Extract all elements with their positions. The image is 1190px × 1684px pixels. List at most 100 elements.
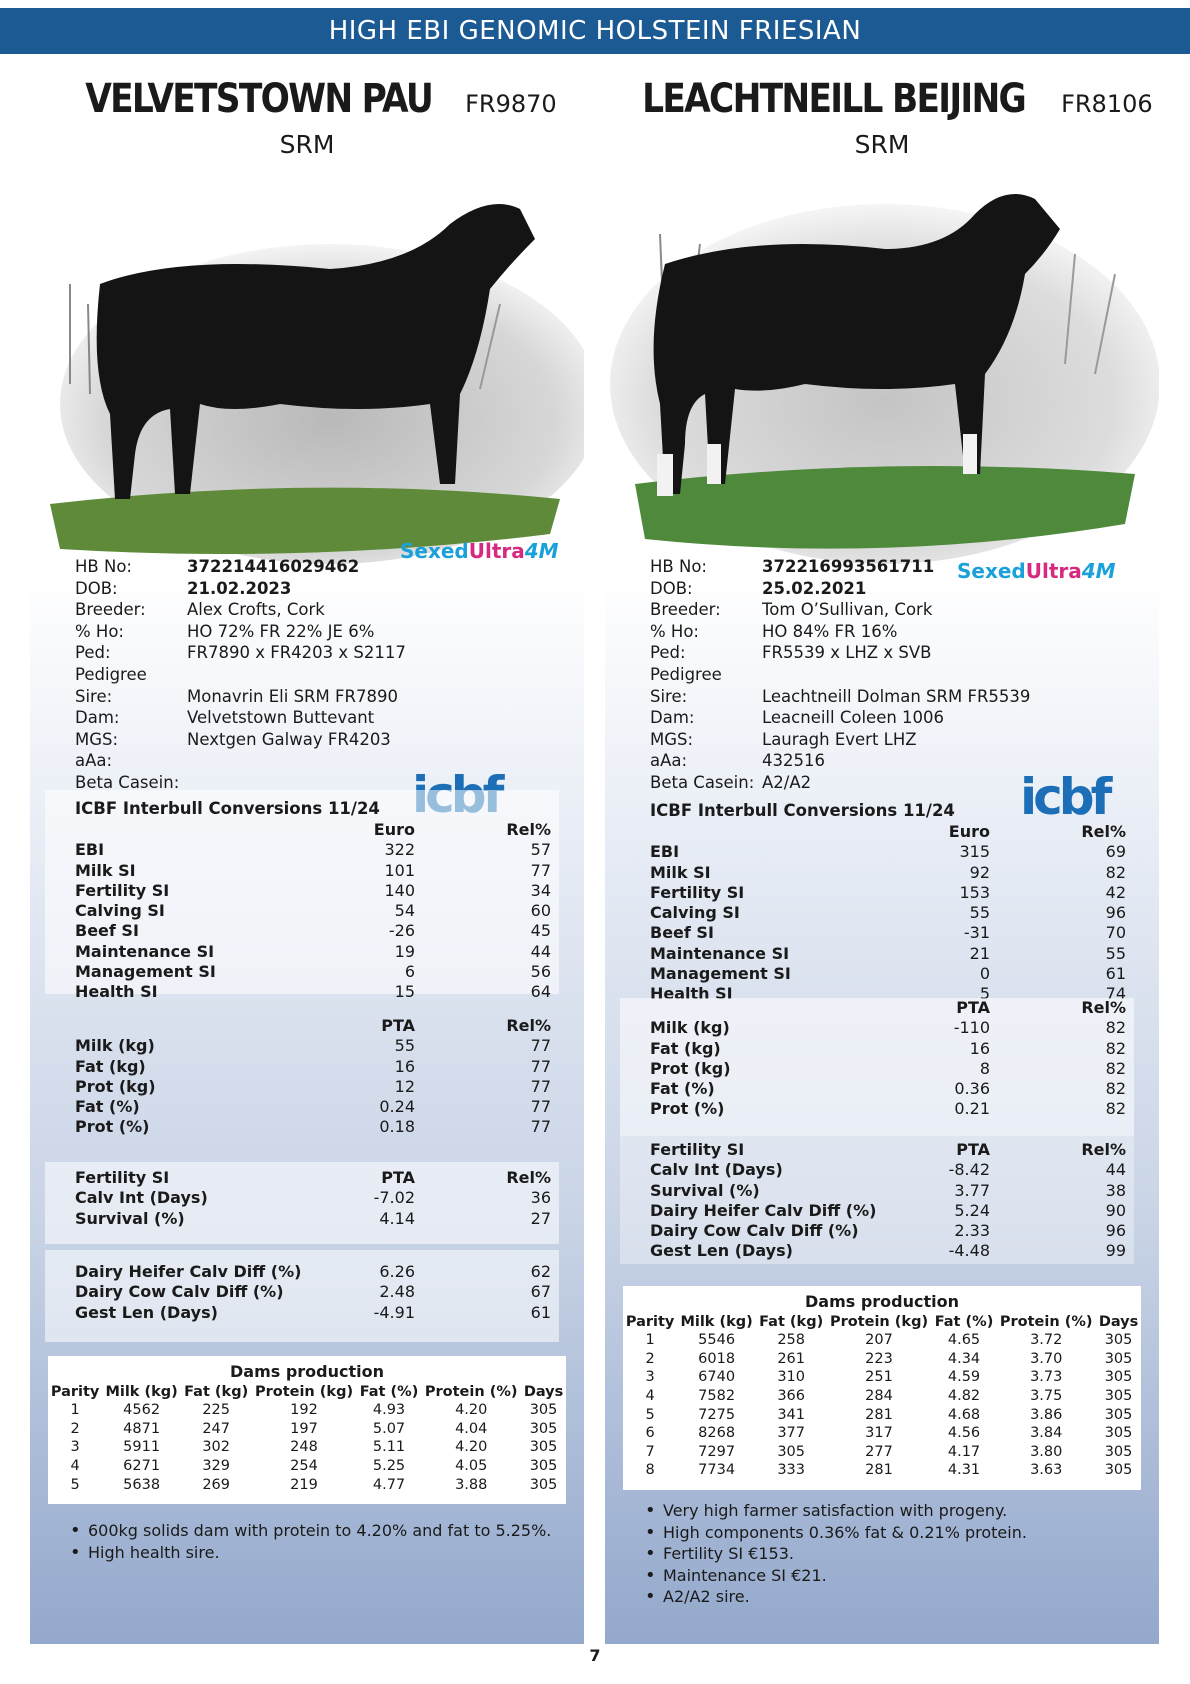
pta-header: PTA Rel% xyxy=(956,998,1126,1017)
pta-row: Fat (%) 0.36 82 xyxy=(650,1079,1126,1099)
dams-title: Dams production xyxy=(804,1292,960,1311)
fert-table: Fertility SI PTA Rel% Calv Int (Days) -7.02… xyxy=(75,1168,555,1229)
si-row: EBI 315 69 xyxy=(650,842,1126,862)
fert-row: Gest Len (Days) -4.48 99 xyxy=(650,1241,1126,1261)
pta-table: PTA Rel% Milk (kg) 55 77 Fat (kg) 16 77 Prot … xyxy=(75,1016,555,1138)
info-row: DOB: 25.02.2021 xyxy=(650,578,867,598)
bull-info: HB No: 372214416029462 DOB: 21.02.2023 Bre… xyxy=(75,556,555,794)
info-row: Sire: Leachtneill Dolman SRM FR5539 xyxy=(650,686,1031,706)
table-row: 4 6271 329 254 5.25 4.05 305 xyxy=(70,1458,558,1475)
calv-row: Gest Len (Days) -4.91 61 xyxy=(75,1302,551,1322)
pta-header: PTA Rel% xyxy=(381,1016,551,1035)
bull-name: LEACHTNEILL BEIJING xyxy=(642,76,1028,122)
info-row: Beta Casein: A2/A2 xyxy=(650,772,812,792)
table-row: 7 7297 305 277 4.17 3.80 305 xyxy=(645,1443,1133,1460)
info-row: DOB: 21.02.2023 xyxy=(75,578,292,598)
calv-band xyxy=(45,1250,559,1342)
info-row: Sire: Monavrin Eli SRM FR7890 xyxy=(75,686,398,706)
info-row: Breeder: Alex Crofts, Cork xyxy=(75,600,325,620)
info-row: % Ho: HO 84% FR 16% xyxy=(650,621,898,641)
si-row: Management SI 6 56 xyxy=(75,962,551,982)
info-row: Pedigree xyxy=(75,664,147,684)
table-row: 1 5546 258 207 4.65 3.72 305 xyxy=(645,1332,1133,1349)
bull-title: VELVETSTOWN PAU FR9870 xyxy=(30,76,584,122)
list-item: 600kg solids dam with protein to 4.20% a… xyxy=(70,1520,570,1542)
si-row: Fertility SI 153 42 xyxy=(650,882,1126,902)
sexed-ultra-logo: SexedUltra4M xyxy=(957,559,1116,583)
table-row: 3 5911 302 248 5.11 4.20 305 xyxy=(70,1439,558,1456)
info-row: Ped: FR5539 x LHZ x SVB xyxy=(650,643,932,663)
pta-row: Prot (kg) 12 77 xyxy=(75,1076,551,1096)
pta-band xyxy=(620,998,1134,1136)
calv-row: Dairy Heifer Calv Diff (%) 6.26 62 xyxy=(75,1262,551,1281)
fert-row: Calv Int (Days) -7.02 36 xyxy=(75,1188,551,1208)
info-row: MGS: Nextgen Galway FR4203 xyxy=(75,729,391,749)
bull-highlights: Very high farmer satisfaction with proge… xyxy=(645,1500,1145,1608)
bull-type: SRM xyxy=(279,130,335,159)
si-row: Beef SI -31 70 xyxy=(650,923,1126,943)
si-row: Health SI 15 64 xyxy=(75,982,551,1002)
si-header: Euro Rel% xyxy=(373,820,551,839)
dams-title: Dams production xyxy=(229,1362,385,1381)
list-item: Maintenance SI €21. xyxy=(645,1565,1145,1587)
dams-header-row: Parity Milk (kg) Fat (kg) Protein (kg) Fat (… xyxy=(50,1384,564,1400)
bull-column-right: LEACHTNEILL BEIJING FR8106 SRM SexedUltr… xyxy=(605,54,1159,1644)
table-row: 2 6018 261 223 4.34 3.70 305 xyxy=(645,1350,1133,1367)
info-row: Dam: Velvetstown Buttevant xyxy=(75,708,375,728)
sexed-ultra-logo: SexedUltra4M xyxy=(400,539,559,563)
si-table: ICBF Interbull Conversions 11/24 Euro Rel… xyxy=(75,798,555,1003)
si-row: Calving SI 54 60 xyxy=(75,901,551,921)
si-row: Milk SI 92 82 xyxy=(650,862,1126,882)
list-item: High components 0.36% fat & 0.21% protei… xyxy=(645,1522,1145,1544)
si-row: Beef SI -26 45 xyxy=(75,921,551,941)
si-row: EBI 322 57 xyxy=(75,840,551,860)
si-table: ICBF Interbull Conversions 11/24 Euro Rel… xyxy=(650,800,1130,1005)
fert-band xyxy=(620,1136,1134,1264)
page-banner: HIGH EBI GENOMIC HOLSTEIN FRIESIAN xyxy=(0,8,1190,54)
info-row: Pedigree xyxy=(650,664,722,684)
dams-header-row: Parity Milk (kg) Fat (kg) Protein (kg) Fat (… xyxy=(625,1314,1139,1330)
fert-band xyxy=(45,1162,559,1244)
info-row: HB No: 372216993561711 xyxy=(650,557,935,576)
bull-details-panel: SexedUltra4M HB No: 372214416029462 DOB: 2… xyxy=(30,539,584,1644)
info-row: Dam: Leacneill Coleen 1006 xyxy=(650,708,945,728)
fert-row: Survival (%) 4.14 27 xyxy=(75,1208,551,1228)
si-row: Calving SI 55 96 xyxy=(650,903,1126,923)
pta-row: Prot (%) 0.18 77 xyxy=(75,1117,551,1137)
fert-row: Survival (%) 3.77 38 xyxy=(650,1180,1126,1200)
info-row: Beta Casein: xyxy=(75,772,180,792)
pta-row: Fat (%) 0.24 77 xyxy=(75,1097,551,1117)
page-number: 7 xyxy=(589,1646,601,1665)
info-row: HB No: 372214416029462 xyxy=(75,557,360,576)
table-row: 6 8268 377 317 4.56 3.84 305 xyxy=(645,1425,1133,1442)
si-row: Fertility SI 140 34 xyxy=(75,880,551,900)
bull-details-panel: SexedUltra4M HB No: 372216993561711 DOB: 2… xyxy=(605,557,1159,1644)
list-item: High health sire. xyxy=(70,1542,570,1564)
info-row: aAa: 432516 xyxy=(650,751,825,771)
pta-row: Milk (kg) 55 77 xyxy=(75,1036,551,1056)
table-row: 5 5638 269 219 4.77 3.88 305 xyxy=(70,1476,558,1493)
info-row: % Ho: HO 72% FR 22% JE 6% xyxy=(75,621,375,641)
info-row: Ped: FR7890 x FR4203 x S2117 xyxy=(75,643,406,663)
bull-type: SRM xyxy=(854,130,910,159)
bull-info: HB No: 372216993561711 DOB: 25.02.2021 Bre… xyxy=(650,556,1130,794)
calv-row: Dairy Cow Calv Diff (%) 2.48 67 xyxy=(75,1282,551,1302)
pta-row: Prot (kg) 8 82 xyxy=(650,1058,1126,1078)
si-band xyxy=(45,790,559,994)
bull-photo xyxy=(610,194,1159,564)
dams-production: Dams production Parity Milk (kg) Fat (kg) P… xyxy=(623,1286,1141,1490)
fert-row: Dairy Heifer Calv Diff (%) 5.24 90 xyxy=(650,1200,1126,1220)
table-row: 4 7582 366 284 4.82 3.75 305 xyxy=(645,1388,1133,1405)
bull-code: FR8106 xyxy=(1061,90,1153,118)
pta-row: Fat (kg) 16 82 xyxy=(650,1038,1126,1058)
fert-header: Fertility SI PTA Rel% xyxy=(650,1140,1126,1159)
pta-row: Milk (kg) -110 82 xyxy=(650,1018,1126,1038)
list-item: A2/A2 sire. xyxy=(645,1586,1145,1608)
table-row: 8 7734 333 281 4.31 3.63 305 xyxy=(645,1462,1133,1479)
bull-title: LEACHTNEILL BEIJING FR8106 xyxy=(605,76,1159,122)
table-row: 1 4562 225 192 4.93 4.20 305 xyxy=(70,1402,558,1419)
calv-table: Dairy Heifer Calv Diff (%) 6.26 62 Dairy C… xyxy=(75,1262,555,1323)
fert-row: Dairy Cow Calv Diff (%) 2.33 96 xyxy=(650,1221,1126,1241)
table-row: 5 7275 341 281 4.68 3.86 305 xyxy=(645,1406,1133,1423)
icbf-title: ICBF Interbull Conversions 11/24 xyxy=(650,801,955,820)
